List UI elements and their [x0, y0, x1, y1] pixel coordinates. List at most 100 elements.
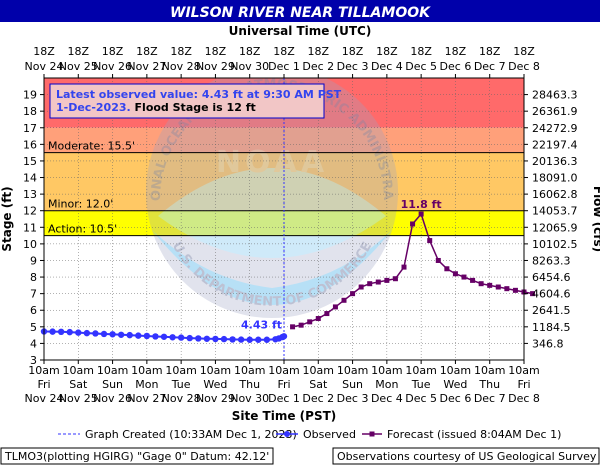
flow-tick-label: 28463.3: [532, 89, 578, 102]
forecast-point: [461, 274, 467, 280]
utc-tick-date: Dec 5: [405, 60, 437, 73]
utc-tick-date: Dec 2: [302, 60, 334, 73]
footer-datum-text: TLMO3(plotting HGIRG) "Gage 0" Datum: 42…: [4, 450, 269, 463]
observed-point: [152, 333, 159, 340]
chart-title: WILSON RIVER NEAR TILLAMOOK: [170, 5, 431, 21]
local-tick-time: 10am: [474, 364, 505, 377]
stage-tick-label: 10: [23, 238, 37, 251]
local-tick-date: Dec 5: [405, 392, 437, 405]
utc-tick-date: Nov 26: [93, 60, 132, 73]
local-tick-date: Dec 6: [440, 392, 472, 405]
stage-tick-label: 13: [23, 188, 37, 201]
forecast-point: [452, 271, 458, 277]
forecast-point: [315, 316, 321, 322]
legend-forecast-label: Forecast (issued 8:04AM Dec 1): [387, 428, 561, 441]
forecast-point: [375, 279, 381, 285]
stage-tick-label: 18: [23, 105, 37, 118]
forecast-point: [392, 276, 398, 282]
observed-latest-label: 4.43 ft: [241, 318, 282, 331]
utc-tick-label: 18Z: [308, 45, 330, 58]
utc-tick-date: Dec 4: [371, 60, 403, 73]
local-tick-time: 10am: [200, 364, 231, 377]
observed-point: [177, 334, 185, 341]
stage-tick-label: 19: [23, 89, 37, 102]
stage-tick-label: 14: [23, 172, 37, 185]
utc-tick-label: 18Z: [410, 45, 432, 58]
local-tick-weekday: Mon: [135, 378, 158, 391]
flow-tick-label: 8263.3: [532, 254, 571, 267]
local-tick-weekday: Thu: [478, 378, 500, 391]
utc-tick-label: 18Z: [136, 45, 158, 58]
local-tick-time: 10am: [371, 364, 402, 377]
legend-forecast-marker: [369, 431, 375, 437]
observed-point: [83, 329, 91, 337]
forecast-point: [504, 286, 510, 292]
forecast-point: [470, 277, 476, 283]
stage-tick-label: 9: [30, 254, 37, 267]
local-tick-date: Nov 27: [127, 392, 166, 405]
axes: 3 4 5 6 7 8 9 10 11 12 13 14 15 16 17 18 19 346.8 1184.5 26…: [23, 45, 578, 405]
observed-point: [92, 330, 99, 337]
series-layer: 4.43 ft 11.8 ft: [40, 198, 536, 343]
footer-left-box: [0, 447, 274, 465]
forecast-point: [367, 281, 373, 287]
threshold-label: Action: 10.5': [48, 223, 117, 236]
observed-point: [255, 336, 262, 343]
footer-right-box: [332, 447, 600, 465]
gridlines: [44, 78, 524, 360]
flow-tick-label: 14053.7: [532, 205, 578, 218]
y-axis-right-title: Flow (cfs): [591, 186, 600, 252]
observed-point: [57, 328, 65, 335]
utc-tick-label: 18Z: [33, 45, 55, 58]
local-tick-date: Nov 26: [93, 392, 132, 405]
local-tick-weekday: Mon: [375, 378, 398, 391]
forecast-point: [332, 304, 338, 310]
local-tick-time: 10am: [440, 364, 471, 377]
utc-tick-label: 18Z: [170, 45, 192, 58]
stage-tick-label: 6: [30, 304, 37, 317]
forecast-point: [401, 264, 407, 270]
local-tick-weekday: Sun: [342, 378, 363, 391]
legend-observed-label: Observed: [303, 428, 356, 441]
flow-tick-label: 26361.9: [532, 105, 578, 118]
observed-point: [280, 333, 288, 340]
utc-tick-label: 18Z: [376, 45, 398, 58]
local-tick-date: Dec 8: [508, 392, 540, 405]
latest-observed-flood-stage: Flood Stage is 12 ft: [131, 101, 256, 114]
local-tick-time: 10am: [97, 364, 128, 377]
local-tick-date: Dec 2: [302, 392, 334, 405]
forecast-point: [298, 322, 304, 328]
forecast-point: [358, 284, 364, 290]
flow-tick-label: 4604.6: [532, 288, 571, 301]
legend: Graph Created (10:33AM Dec 1, 2023) Obse…: [58, 428, 561, 441]
local-tick-time: 10am: [234, 364, 265, 377]
forecast-point: [384, 277, 390, 283]
local-tick-time: 10am: [165, 364, 196, 377]
forecast-point: [512, 287, 518, 293]
local-tick-time: 10am: [405, 364, 436, 377]
forecast-point: [478, 281, 484, 287]
local-tick-time: 10am: [131, 364, 162, 377]
local-tick-weekday: Wed: [203, 378, 227, 391]
observed-point: [143, 332, 151, 340]
local-tick-weekday: Thu: [238, 378, 260, 391]
local-tick-time: 10am: [28, 364, 59, 377]
observed-point: [237, 336, 245, 343]
forecast-point: [290, 324, 296, 330]
flow-tick-label: 1184.5: [532, 321, 571, 334]
stage-tick-label: 15: [23, 155, 37, 168]
stage-tick-label: 3: [30, 354, 37, 367]
threshold-label: Moderate: 15.5': [48, 140, 135, 153]
utc-tick-date: Nov 30: [230, 60, 269, 73]
observed-point: [212, 335, 219, 343]
flow-tick-label: 2641.5: [532, 304, 571, 317]
stage-tick-label: 8: [30, 271, 37, 284]
forecast-point: [307, 319, 313, 325]
flow-tick-label: 20136.3: [532, 155, 578, 168]
local-tick-weekday: Sun: [102, 378, 123, 391]
forecast-point: [410, 221, 416, 227]
forecast-point: [427, 238, 433, 244]
legend-created-label: Graph Created (10:33AM Dec 1, 2023): [85, 428, 297, 441]
observed-point: [49, 328, 56, 335]
